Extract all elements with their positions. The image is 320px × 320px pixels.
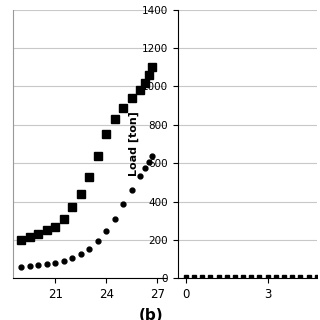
Y-axis label: Load [ton]: Load [ton] — [129, 112, 139, 176]
Text: (b): (b) — [139, 308, 163, 320]
